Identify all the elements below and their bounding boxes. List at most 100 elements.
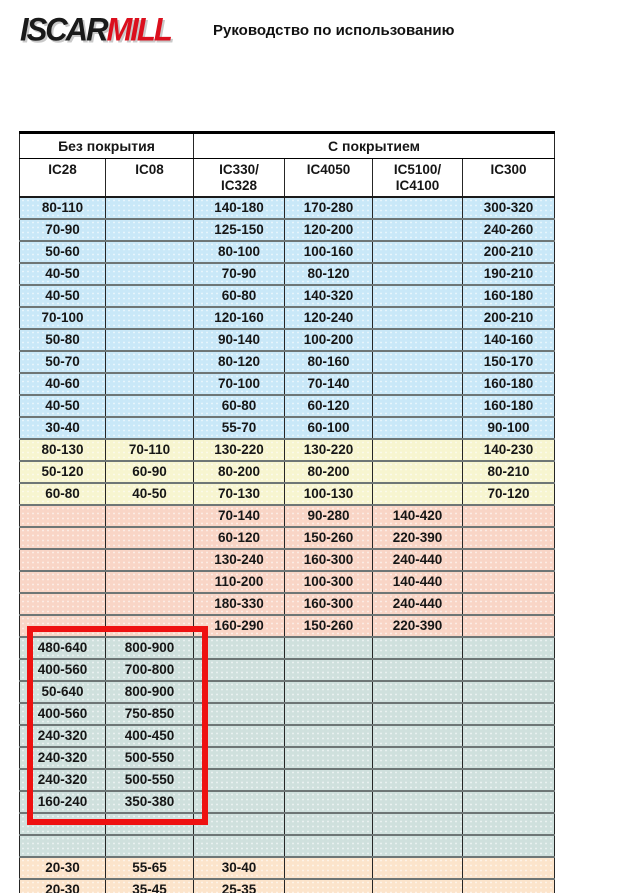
cell: [19, 571, 106, 594]
column-header-ic330-ic328: IC330/ IC328: [193, 158, 286, 198]
cell: [284, 791, 374, 814]
cell: [19, 835, 106, 858]
cell: 100-130: [284, 483, 374, 506]
cell: 25-35: [193, 879, 286, 893]
cell: 40-60: [19, 373, 106, 396]
table-row: 40-50 60-80 60-120 160-180: [19, 395, 556, 418]
table-row: 40-50 70-90 80-120 190-210: [19, 263, 556, 286]
cell: 90-280: [284, 505, 374, 528]
table-row: 20-30 55-65 30-40: [19, 857, 556, 880]
cell: 150-170: [462, 351, 556, 374]
cell: 50-70: [19, 351, 106, 374]
cell: 55-70: [193, 417, 286, 440]
cell: 130-240: [193, 549, 286, 572]
column-header-label: IC300: [490, 161, 527, 177]
table-row: 240-320 500-550: [19, 769, 556, 792]
cell: 800-900: [104, 681, 195, 704]
cell: [104, 549, 195, 572]
cell: [193, 703, 286, 726]
cell: [104, 813, 195, 836]
cell: 40-50: [19, 263, 106, 286]
cell: [19, 527, 106, 550]
cell: 160-300: [284, 549, 374, 572]
cell: 30-40: [19, 417, 106, 440]
cell: [104, 197, 195, 220]
cell: 70-130: [193, 483, 286, 506]
cell: 100-160: [284, 241, 374, 264]
cell: [104, 417, 195, 440]
cell: [372, 813, 464, 836]
group-header-coated: С покрытием: [193, 131, 556, 159]
cell: 80-200: [193, 461, 286, 484]
cell: 240-260: [462, 219, 556, 242]
cell: [462, 747, 556, 770]
cell: [372, 219, 464, 242]
cell: 240-440: [372, 593, 464, 616]
cell: [372, 263, 464, 286]
table-row: 60-120 150-260 220-390: [19, 527, 556, 550]
cell: 240-320: [19, 725, 106, 748]
cell: [372, 351, 464, 374]
cell: [19, 549, 106, 572]
cell: 90-100: [462, 417, 556, 440]
cell: 60-80: [19, 483, 106, 506]
cell: 160-180: [462, 373, 556, 396]
cell: 60-120: [193, 527, 286, 550]
table-row: 70-90 125-150 120-200 240-260: [19, 219, 556, 242]
column-header-label: IC4100: [395, 177, 440, 193]
cell: 80-200: [284, 461, 374, 484]
cell: [462, 879, 556, 893]
cell: [372, 373, 464, 396]
table-row: 160-240 350-380: [19, 791, 556, 814]
column-header-label: [107, 178, 193, 194]
cell: [462, 725, 556, 748]
cell: [372, 241, 464, 264]
cell: [104, 285, 195, 308]
cell: [372, 879, 464, 893]
grades-table: Без покрытия С покрытием IC28 IC08 IC330…: [18, 131, 556, 893]
cell: [193, 637, 286, 660]
column-header-row: IC28 IC08 IC330/ IC328 IC4050 IC5100/: [19, 158, 556, 198]
iscarmill-logo: ISCARMILL: [20, 9, 173, 51]
cell: 140-230: [462, 439, 556, 462]
cell: 130-220: [193, 439, 286, 462]
cell: 80-120: [193, 351, 286, 374]
cell: 200-210: [462, 241, 556, 264]
cell: 220-390: [372, 615, 464, 638]
table-row: 50-640 800-900: [19, 681, 556, 704]
cell: [372, 285, 464, 308]
cell: [19, 505, 106, 528]
cell: [193, 681, 286, 704]
cell: [193, 747, 286, 770]
cell: 120-200: [284, 219, 374, 242]
cell: 140-160: [462, 329, 556, 352]
cell: 240-440: [372, 549, 464, 572]
column-header-label: [464, 178, 554, 194]
cell: 80-120: [284, 263, 374, 286]
cell: [284, 813, 374, 836]
cell: 130-220: [284, 439, 374, 462]
cell: [372, 681, 464, 704]
cell: 40-50: [104, 483, 195, 506]
cell: 80-110: [19, 197, 106, 220]
table-row: 160-290 150-260 220-390: [19, 615, 556, 638]
table-row: 70-140 90-280 140-420: [19, 505, 556, 528]
table-row: 50-80 90-140 100-200 140-160: [19, 329, 556, 352]
cell: 120-160: [193, 307, 286, 330]
cell: [104, 505, 195, 528]
cell: 140-440: [372, 571, 464, 594]
cell: 20-30: [19, 879, 106, 893]
cell: [104, 329, 195, 352]
cell: [462, 769, 556, 792]
table-row: 110-200 100-300 140-440: [19, 571, 556, 594]
cell: [193, 725, 286, 748]
cell: [284, 857, 374, 880]
cell: 120-240: [284, 307, 374, 330]
cell: 750-850: [104, 703, 195, 726]
cell: [372, 791, 464, 814]
cell: 170-280: [284, 197, 374, 220]
cell: [284, 835, 374, 858]
cell: 100-300: [284, 571, 374, 594]
column-header-label: [21, 178, 105, 194]
